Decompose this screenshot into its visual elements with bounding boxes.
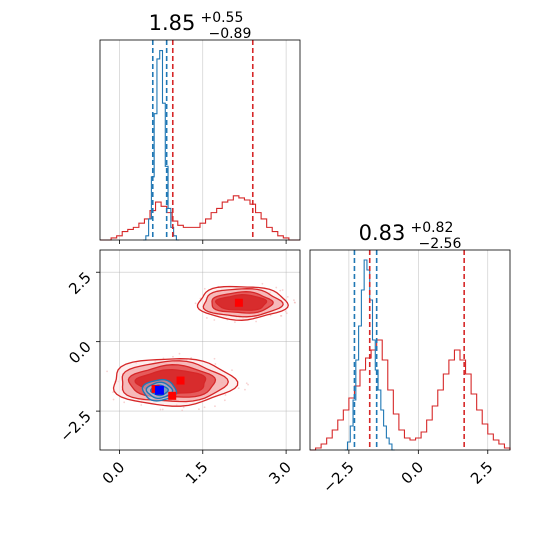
p2-sample-point: [106, 370, 108, 373]
panel1-title-value: 1.85: [149, 11, 196, 35]
p3-xtick-label-1: 0.0: [398, 458, 428, 488]
p2-sample-point: [284, 310, 287, 313]
p2-sample-point: [123, 401, 126, 404]
p2-marker-red-2: [168, 391, 177, 400]
p2-sample-point: [182, 406, 185, 409]
p2-sample-point: [247, 383, 249, 386]
p2-marker-red-0: [234, 298, 243, 307]
p2-sample-point: [234, 321, 236, 324]
panel1-title-lower: −0.89: [208, 26, 251, 42]
p3-hist-red: [310, 339, 511, 451]
p2-sample-point: [181, 409, 184, 412]
p2-sample-point: [112, 391, 114, 394]
p2-sample-point: [213, 319, 216, 321]
p2-sample-point: [237, 387, 240, 390]
panel1-title-upper: +0.55: [200, 10, 243, 26]
p2-sample-point: [203, 287, 206, 290]
p2-sample-point: [161, 408, 164, 411]
p2-xtick-label-0: 0.0: [99, 458, 129, 488]
p2-sample-point: [205, 317, 208, 319]
p2-sample-point: [194, 302, 197, 305]
p2-sample-point: [293, 301, 296, 304]
p1-frame: [99, 39, 301, 241]
panel2-title: 0.83 +0.82 −2.56: [359, 217, 462, 252]
p2-sample-point: [198, 408, 200, 411]
p2-sample-point: [159, 408, 162, 411]
p1-hist-blue: [143, 49, 180, 241]
p2-sample-point: [214, 405, 216, 408]
p2-frame: [99, 249, 301, 451]
p2-marker-blue-4: [154, 385, 164, 395]
p2-marker-red-1: [176, 376, 185, 385]
p2-sample-point: [269, 314, 272, 317]
p3-xtick-label-0: −2.5: [319, 458, 357, 496]
p2-sample-point: [280, 314, 283, 317]
p2-sample-point: [286, 295, 289, 298]
panel2-title-lower: −2.56: [418, 236, 461, 252]
p2-sample-point: [223, 399, 226, 402]
p2-ytick-label-2: −2.5: [56, 407, 94, 445]
p2-sample-point: [140, 404, 143, 406]
p2-sample-point: [281, 289, 284, 291]
p2-sample-point: [178, 352, 181, 355]
panel1-title: 1.85 +0.55 −0.89: [149, 7, 252, 42]
p2-sample-point: [255, 320, 257, 323]
p2-sample-point: [203, 406, 206, 409]
p1-hist-red: [100, 195, 300, 241]
marginal-histogram-param2: −2.5 0.0 2.5: [309, 249, 511, 497]
p2-sample-point: [261, 282, 264, 285]
p2-sample-point: [245, 382, 248, 385]
p2-sample-point: [244, 388, 246, 391]
p2-sample-point: [279, 289, 282, 292]
p2-sample-point: [285, 312, 288, 315]
joint-contour-plot: 0.0 1.5 3.02.50.0−2.5: [56, 249, 301, 488]
p2-sample-point: [213, 357, 216, 360]
p2-sample-point: [214, 363, 217, 365]
p2-sample-point: [275, 286, 278, 289]
p2-xtick-label-1: 1.5: [182, 458, 212, 488]
marginal-histogram-param1: [99, 39, 301, 244]
p2-sample-point: [112, 398, 115, 401]
p2-sample-point: [231, 369, 233, 372]
p2-xtick-label-2: 3.0: [265, 458, 295, 488]
panel2-title-value: 0.83: [359, 221, 406, 245]
p3-xtick-label-2: 2.5: [467, 458, 497, 488]
p2-sample-point: [224, 394, 227, 396]
p2-ytick-label-1: 0.0: [65, 338, 95, 368]
p2-sample-point: [293, 299, 295, 302]
p3-frame: [309, 249, 511, 451]
p2-ytick-label-0: 2.5: [65, 268, 95, 298]
p2-sample-point: [172, 355, 174, 358]
panel2-title-upper: +0.82: [410, 220, 453, 236]
